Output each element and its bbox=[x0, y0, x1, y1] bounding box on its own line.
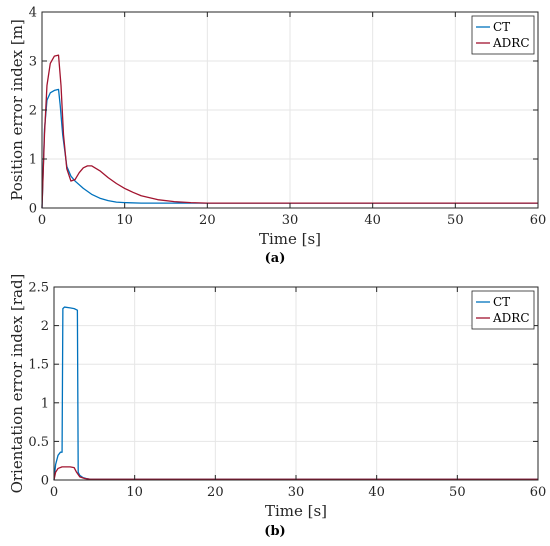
y-tick-label: 0 bbox=[29, 202, 37, 217]
legend-box bbox=[471, 15, 535, 55]
legend-box bbox=[471, 290, 535, 330]
x-tick-label: 10 bbox=[126, 485, 143, 500]
chart-b: 0 10 20 30 40 50 60 0 0.5 1 1.5 2 2.5 Time [s] Orienta… bbox=[8, 274, 546, 539]
legend-label-adrc: ADRC bbox=[492, 36, 530, 50]
x-tick-label: 0 bbox=[50, 485, 58, 500]
legend: CT ADRC bbox=[471, 290, 535, 330]
y-tick-label: 4 bbox=[29, 6, 37, 21]
y-tick-label: 0.5 bbox=[28, 435, 49, 450]
legend-label-adrc: ADRC bbox=[492, 311, 530, 325]
y-tick-label: 2 bbox=[41, 319, 49, 334]
y-tick-label: 2.5 bbox=[28, 281, 49, 296]
x-tick-label: 30 bbox=[282, 213, 299, 228]
legend: CT ADRC bbox=[471, 15, 535, 55]
figure-caption: (a) bbox=[265, 251, 286, 266]
y-tick-label: 2 bbox=[29, 104, 37, 119]
x-tick-label: 60 bbox=[530, 485, 547, 500]
x-tick-label: 50 bbox=[449, 485, 466, 500]
y-axis-label: Position error index [m] bbox=[8, 19, 26, 201]
x-tick-label: 20 bbox=[207, 485, 224, 500]
y-tick-label: 1 bbox=[29, 153, 37, 168]
x-tick-label: 10 bbox=[116, 213, 133, 228]
y-tick-label: 3 bbox=[29, 55, 37, 70]
series-line-adrc bbox=[53, 466, 538, 481]
y-axis-label: Orientation error index [rad] bbox=[8, 274, 26, 494]
chart-a: 0 10 20 30 40 50 60 0 1 2 3 4 Time [s] Position error… bbox=[8, 6, 546, 267]
x-tick-label: 40 bbox=[368, 485, 385, 500]
y-tick-label: 0 bbox=[41, 474, 49, 489]
x-axis-label: Time [s] bbox=[265, 502, 327, 520]
x-axis-label: Time [s] bbox=[259, 230, 321, 248]
legend-label-ct: CT bbox=[493, 295, 510, 309]
x-tick-label: 20 bbox=[199, 213, 216, 228]
series-line-adrc bbox=[41, 54, 538, 209]
x-tick-label: 30 bbox=[288, 485, 305, 500]
figure-caption: (b) bbox=[264, 524, 285, 539]
legend-label-ct: CT bbox=[493, 20, 510, 34]
x-tick-label: 0 bbox=[38, 213, 46, 228]
y-tick-label: 1 bbox=[41, 396, 49, 411]
x-tick-label: 60 bbox=[530, 213, 547, 228]
x-tick-label: 50 bbox=[447, 213, 464, 228]
y-tick-label: 1.5 bbox=[28, 358, 49, 373]
x-tick-label: 40 bbox=[364, 213, 381, 228]
